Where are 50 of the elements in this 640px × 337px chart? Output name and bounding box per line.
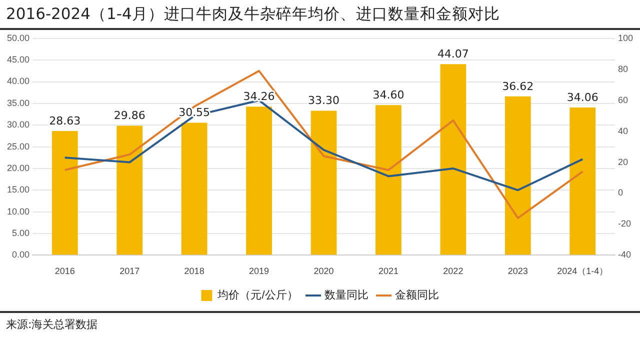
x-tick-label: 2016 [54, 266, 75, 276]
source-note: 来源:海关总署数据 [0, 311, 640, 336]
data-label: 44.07 [437, 47, 469, 60]
x-tick-label: 2023 [508, 266, 528, 276]
y-tick-label: 10.00 [6, 206, 30, 216]
bar [246, 106, 272, 255]
y-tick-label: 35.00 [6, 98, 30, 108]
bar [376, 105, 402, 255]
y2-tick-label: 20 [618, 156, 628, 167]
x-tick-label: 2021 [378, 266, 398, 276]
y2-tick-label: 100 [618, 32, 634, 43]
y-tick-label: 45.00 [6, 54, 30, 65]
x-tick-label: 2019 [249, 266, 270, 276]
data-label: 33.30 [308, 94, 340, 108]
y-tick-label: 50.00 [6, 32, 30, 43]
bar [504, 96, 531, 255]
y-tick-label: 0.00 [12, 250, 30, 260]
y-tick-label: 40.00 [6, 76, 30, 86]
bar [181, 122, 208, 255]
x-tick-label: 2022 [443, 266, 464, 276]
x-tick-label: 2024（1-4） [557, 266, 608, 276]
y-tick-label: 20.00 [6, 162, 30, 173]
legend-label: 均价（元/公斤） [216, 288, 298, 302]
data-label: 34.60 [372, 88, 404, 102]
y2-tick-label: 40 [618, 126, 628, 136]
data-label: 36.62 [502, 80, 534, 93]
bar [440, 64, 466, 255]
y2-tick-label: 80 [618, 64, 628, 74]
bar [116, 126, 143, 255]
y2-tick-label: -20 [618, 218, 631, 229]
y2-tick-label: 0 [618, 188, 623, 198]
legend-label: 数量同比 [324, 288, 368, 302]
y2-tick-label: 60 [618, 94, 628, 105]
data-label: 34.06 [566, 90, 598, 104]
y2-tick-label: -40 [618, 250, 631, 260]
bar [52, 131, 78, 255]
legend-label: 金额同比 [394, 288, 439, 302]
x-tick-label: 2020 [314, 266, 334, 276]
bar [310, 110, 337, 255]
y-tick-label: 30.00 [6, 120, 30, 130]
data-label: 34.26 [243, 90, 275, 104]
y-tick-label: 5.00 [12, 228, 30, 238]
y-tick-label: 15.00 [6, 184, 30, 195]
x-tick-label: 2017 [120, 266, 140, 276]
bar [570, 108, 596, 255]
data-label: 29.86 [114, 109, 146, 122]
y-tick-label: 25.00 [6, 141, 30, 152]
data-label: 28.63 [49, 114, 81, 128]
chart-title: 2016-2024（1-4月）进口牛肉及牛杂碎年均价、进口数量和金额对比 [0, 0, 640, 30]
x-tick-label: 2018 [184, 266, 204, 276]
